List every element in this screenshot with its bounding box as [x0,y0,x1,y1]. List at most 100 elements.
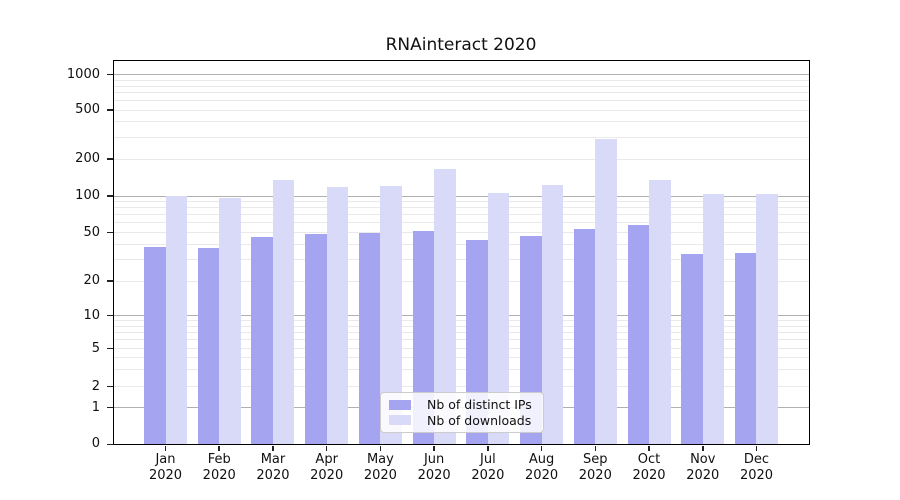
y-gridline-minor-4 [112,357,810,359]
y-tick-20 [106,280,113,282]
bar-nb-of-distinct-ips-jan [144,247,166,445]
y-gridline-minor-20 [112,280,810,282]
y-gridline-minor-600 [112,100,810,102]
y-gridline-minor-70 [112,214,810,216]
y-tick-0 [106,443,113,446]
y-tick-label-100: 100 [75,188,100,203]
x-tick-label-nov: Nov 2020 [686,451,720,484]
y-gridline-minor-900 [112,79,810,81]
bar-nb-of-downloads-feb [219,198,241,445]
x-tick-label-dec: Dec 2020 [739,451,774,484]
y-gridline-minor-5 [112,348,810,350]
y-gridline-minor-800 [112,85,810,87]
x-tick-label-jul: Jul 2020 [471,451,505,484]
y-tick-label-0: 0 [91,436,100,452]
x-tick-sep [594,446,597,451]
bar-nb-of-distinct-ips-mar [251,236,273,445]
y-gridline-minor-700 [112,92,810,94]
bar-nb-of-downloads-sep [595,139,617,445]
bar-nb-of-distinct-ips-oct [627,224,650,445]
bar-nb-of-downloads-aug [541,184,564,445]
x-tick-label-feb: Feb 2020 [202,451,236,484]
y-tick-1 [106,406,113,409]
bar-nb-of-distinct-ips-feb [197,248,220,445]
y-gridline-minor-8 [112,325,810,327]
y-gridline-minor-90 [112,201,810,203]
y-gridline-major-1000 [112,74,810,76]
y-tick-100 [106,195,113,197]
y-gridline-minor-3 [112,369,810,371]
y-gridline-minor-80 [112,207,810,209]
y-tick-label-200: 200 [75,151,100,166]
x-tick-label-apr: Apr 2020 [310,451,344,484]
y-tick-label-5: 5 [91,340,100,356]
bar-nb-of-distinct-ips-may [358,232,381,445]
y-gridline-minor-400 [112,121,810,123]
bar-nb-of-downloads-apr [326,187,349,445]
x-tick-jan [164,446,167,451]
y-tick-2 [106,385,113,388]
y-tick-1000 [106,73,113,76]
legend-label-distinct-ips: Nb of distinct IPs [427,397,532,413]
y-tick-label-2: 2 [91,378,100,394]
y-tick-5 [106,347,113,350]
bar-nb-of-downloads-nov [702,193,725,445]
bar-nb-of-downloads-dec [756,194,778,445]
x-tick-label-jun: Jun 2020 [417,451,451,484]
x-tick-oct [648,446,650,451]
y-gridline-minor-40 [112,243,810,245]
x-tick-feb [218,446,221,451]
y-gridline-major-10 [112,315,810,316]
bar-nb-of-distinct-ips-apr [305,233,327,445]
x-tick-jul [487,446,489,451]
x-tick-may [379,446,382,451]
y-gridline-minor-300 [112,136,810,138]
x-tick-label-aug: Aug 2020 [525,451,559,484]
bar-nb-of-distinct-ips-sep [573,229,596,445]
x-tick-label-may: May 2020 [363,451,397,484]
legend-entry-downloads: Nb of downloads [389,413,535,428]
x-tick-aug [540,446,543,451]
x-tick-label-sep: Sep 2020 [578,451,612,484]
y-gridline-minor-6 [112,339,810,341]
x-tick-label-mar: Mar 2020 [256,451,290,484]
x-tick-jun [433,446,435,451]
y-gridline-major-100 [112,195,810,197]
y-tick-50 [106,231,113,234]
y-gridline-minor-2 [112,386,810,388]
x-tick-label-jan: Jan 2020 [148,451,183,484]
x-tick-mar [272,446,274,451]
bar-nb-of-downloads-jan [165,196,187,445]
y-tick-label-1000: 1000 [66,66,100,82]
bar-nb-of-downloads-jun [434,169,456,445]
y-gridline-minor-50 [112,232,810,233]
y-tick-10 [106,314,113,317]
x-tick-apr [325,446,328,451]
x-tick-nov [701,446,704,451]
legend-label-downloads: Nb of downloads [427,412,532,428]
y-tick-label-1: 1 [91,399,100,415]
bar-nb-of-downloads-may [380,186,402,445]
y-tick-500 [106,109,113,111]
legend-swatch-distinct-ips-icon [389,399,411,410]
legend-swatch-downloads-icon [389,415,411,426]
bar-nb-of-distinct-ips-jun [412,231,435,445]
bar-nb-of-downloads-mar [272,180,295,445]
y-gridline-minor-7 [112,332,810,334]
bar-nb-of-downloads-oct [649,180,671,445]
bar-nb-of-distinct-ips-dec [734,252,757,445]
y-tick-200 [106,158,113,160]
y-tick-label-20: 20 [83,273,100,288]
y-gridline-minor-9 [112,320,810,322]
x-tick-label-oct: Oct 2020 [632,451,666,484]
x-tick-dec [755,446,758,451]
chart-title: RNAinteract 2020 [385,35,537,55]
y-gridline-minor-200 [112,158,810,160]
bar-nb-of-downloads-jul [487,193,510,445]
y-gridline-minor-500 [112,109,810,111]
y-tick-label-50: 50 [83,224,100,240]
bar-nb-of-distinct-ips-nov [681,254,703,445]
legend: Nb of distinct IPs Nb of downloads [380,392,544,433]
y-gridline-minor-30 [112,259,810,261]
